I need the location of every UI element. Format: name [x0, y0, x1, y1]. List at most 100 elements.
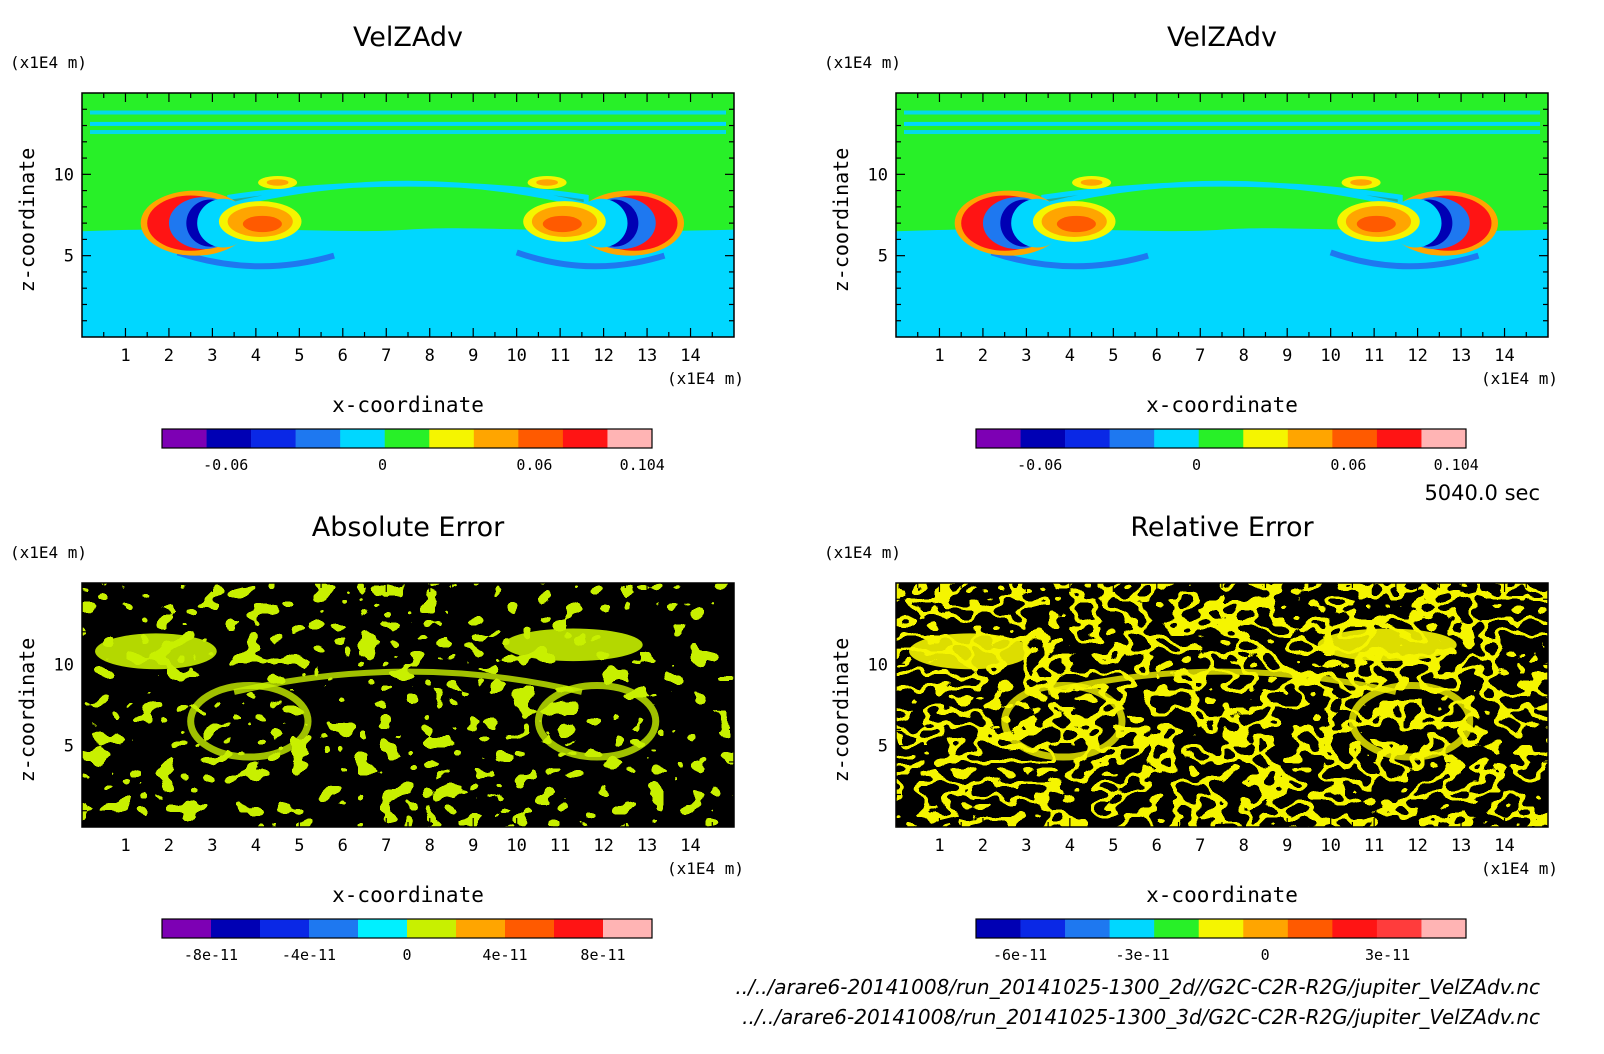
- colorbar-segment: [976, 919, 1021, 938]
- stripe: [904, 130, 1540, 135]
- x-tick-label: 1: [934, 346, 944, 366]
- x-tick-label: 9: [1282, 346, 1292, 366]
- colorbar-segment: [1332, 429, 1378, 448]
- x-tick-label: 7: [1195, 836, 1205, 856]
- x-tick-label: 2: [164, 836, 174, 856]
- stripe: [90, 110, 726, 115]
- x-tick-label: 5: [1108, 346, 1118, 366]
- x-tick-label: 3: [1021, 346, 1031, 366]
- colorbar-segment: [518, 429, 564, 448]
- x-tick-label: 11: [550, 836, 570, 856]
- colorbar-tick-label: 0: [378, 456, 387, 474]
- y-axis-label: z-coordinate: [829, 148, 853, 293]
- x-tick-label: 8: [1239, 346, 1249, 366]
- x-unit-label: (x1E4 m): [667, 369, 744, 388]
- x-tick-label: 4: [251, 346, 261, 366]
- x-tick-label: 1: [120, 836, 130, 856]
- y-axis-label: z-coordinate: [15, 638, 39, 783]
- x-tick-label: 14: [1494, 346, 1514, 366]
- field-noise: [82, 583, 734, 827]
- y-tick-label: 10: [54, 165, 74, 185]
- x-tick-label: 14: [680, 836, 700, 856]
- plot-field: [896, 93, 1548, 337]
- x-tick-label: 9: [1282, 836, 1292, 856]
- structure-ring: [187, 681, 312, 761]
- colorbar-segment: [554, 919, 604, 938]
- colorbar-segment: [1421, 429, 1467, 448]
- structure-blob: [1317, 628, 1457, 662]
- colorbar-segment: [1243, 919, 1289, 938]
- colorbar-frame: [161, 918, 653, 939]
- x-tick-label: 5: [294, 346, 304, 366]
- colorbar-segment: [1065, 919, 1110, 938]
- x-tick-label: 5: [294, 836, 304, 856]
- colorbar-segment: [1198, 919, 1244, 938]
- warm-blob-core: [1056, 215, 1096, 233]
- x-tick-label: 2: [978, 836, 988, 856]
- x-axis-label: x-coordinate: [1146, 393, 1298, 417]
- colorbar-segment: [429, 429, 475, 448]
- x-tick-label: 12: [1407, 836, 1427, 856]
- structure-arch: [233, 668, 583, 695]
- x-tick-label: 3: [1021, 836, 1031, 856]
- colorbar-segment: [260, 919, 310, 938]
- y-axis-label: z-coordinate: [829, 638, 853, 783]
- colorbar-segment: [1109, 919, 1155, 938]
- warm-blob-core: [1356, 215, 1396, 233]
- y-unit-label: (x1E4 m): [10, 543, 87, 562]
- file-path-2d: ../../arare6-20141008/run_20141025-1300_…: [735, 975, 1540, 999]
- x-tick-label: 8: [1239, 836, 1249, 856]
- x-axis-label: x-coordinate: [1146, 883, 1298, 907]
- field-lower: [896, 228, 1548, 337]
- x-tick-label: 13: [1451, 836, 1471, 856]
- plot-field: [82, 93, 734, 337]
- colorbar-segment: [456, 919, 506, 938]
- colorbar-segment: [1332, 919, 1378, 938]
- y-tick-label: 5: [878, 247, 888, 267]
- colorbar-tick-label: 8e-11: [580, 946, 625, 964]
- x-tick-label: 2: [978, 346, 988, 366]
- colorbar-segment: [295, 429, 341, 448]
- colorbar-tick-label: -8e-11: [184, 946, 238, 964]
- x-tick-label: 10: [506, 346, 526, 366]
- x-tick-label: 10: [1320, 836, 1340, 856]
- chart-title: VelZAdv: [1167, 22, 1277, 53]
- colorbar-segment: [1198, 429, 1244, 448]
- x-tick-label: 6: [338, 836, 348, 856]
- colorbar-tick-label: 0.104: [620, 456, 665, 474]
- colorbar-segment: [1287, 429, 1333, 448]
- file-path-3d: ../../arare6-20141008/run_20141025-1300_…: [742, 1005, 1540, 1029]
- colorbar-segment: [1065, 429, 1110, 448]
- colorbar-segment: [505, 919, 555, 938]
- colorbar-segment: [162, 919, 212, 938]
- x-tick-label: 4: [251, 836, 261, 856]
- x-tick-label: 14: [680, 346, 700, 366]
- y-tick-label: 10: [54, 655, 74, 675]
- x-tick-label: 6: [1152, 346, 1162, 366]
- x-tick-label: 12: [1407, 346, 1427, 366]
- y-axis-label: z-coordinate: [15, 148, 39, 293]
- x-tick-label: 5: [1108, 836, 1118, 856]
- x-tick-label: 11: [1364, 346, 1384, 366]
- x-tick-label: 13: [1451, 346, 1471, 366]
- plot-field: [82, 583, 734, 827]
- x-tick-label: 7: [1195, 346, 1205, 366]
- lower-arc: [1329, 249, 1480, 270]
- x-tick-label: 12: [593, 836, 613, 856]
- colorbar-segment: [206, 429, 252, 448]
- y-tick-label: 5: [64, 247, 74, 267]
- colorbar-tick-label: -0.06: [1017, 456, 1062, 474]
- x-tick-label: 13: [637, 346, 657, 366]
- colorbar-tick-label: -4e-11: [282, 946, 336, 964]
- x-unit-label: (x1E4 m): [1481, 859, 1558, 878]
- stripe: [90, 121, 726, 126]
- y-tick-label: 5: [878, 737, 888, 757]
- colorbar-segment: [603, 919, 653, 938]
- structure-ring: [1001, 681, 1126, 761]
- x-tick-label: 10: [1320, 346, 1340, 366]
- cap-blob-core: [266, 179, 289, 186]
- colorbar-segment: [1020, 919, 1066, 938]
